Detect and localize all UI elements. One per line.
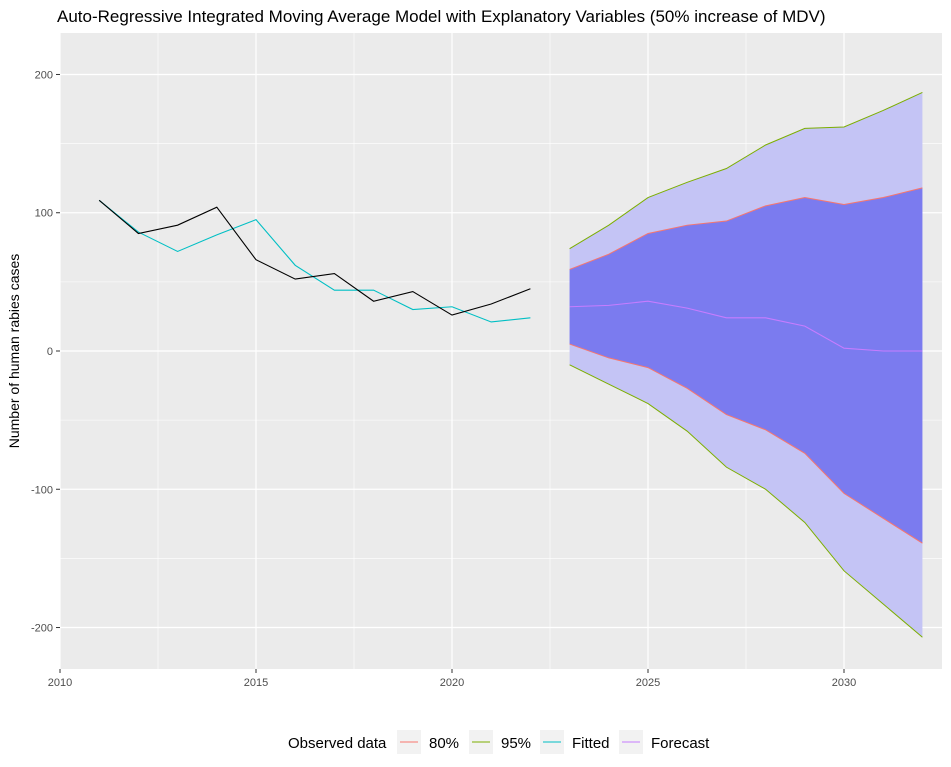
legend: Observed data 80% 95% Fitted Forecast <box>288 730 710 754</box>
chart-title: Auto-Regressive Integrated Moving Averag… <box>57 7 826 26</box>
legend-label: 95% <box>501 735 531 752</box>
x-tick-label: 2030 <box>832 677 856 689</box>
legend-label: Forecast <box>651 735 710 752</box>
band-95-lower-line <box>569 364 923 638</box>
y-tick-label: 200 <box>35 69 53 81</box>
series-lines <box>98 199 923 352</box>
band-80-lower-line <box>569 343 923 544</box>
x-tick-label: 2015 <box>244 677 268 689</box>
confidence-bands <box>569 91 923 638</box>
y-axis-title: Number of human rabies cases <box>6 254 22 449</box>
y-tick-label: -200 <box>31 623 53 635</box>
x-tick-label: 2010 <box>48 677 72 689</box>
legend-label: Fitted <box>572 735 610 752</box>
band-95-upper-line <box>569 91 923 250</box>
legend-title: Observed data <box>288 735 387 752</box>
x-tick-label: 2020 <box>440 677 464 689</box>
y-tick-label: 0 <box>47 346 53 358</box>
x-tick-label: 2025 <box>636 677 660 689</box>
y-tick-label: -100 <box>31 484 53 496</box>
band-80 <box>569 187 923 544</box>
y-tick-label: 100 <box>35 208 53 220</box>
band-80-upper-line <box>569 187 923 270</box>
forecast-line <box>569 300 923 352</box>
observed-line <box>98 199 531 316</box>
legend-label: 80% <box>429 735 459 752</box>
axes: 2010 2015 2020 2025 2030 -200 -100 0 100 200 <box>31 69 856 689</box>
fitted-line <box>98 199 531 323</box>
